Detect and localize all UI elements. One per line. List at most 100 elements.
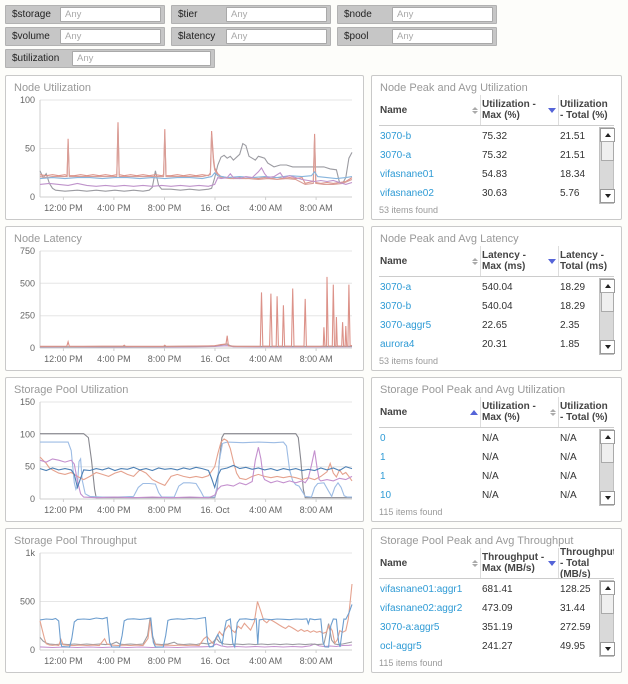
cell-name-link[interactable]: vifasnane01 <box>380 169 434 180</box>
scrollbar[interactable] <box>599 580 615 657</box>
column-header-name[interactable]: Name <box>379 397 481 427</box>
filter-label-pool: $pool <box>344 31 369 42</box>
filter-input-storage[interactable] <box>60 7 161 22</box>
cell-name-link[interactable]: ocl-aggr5 <box>380 641 422 652</box>
column-label: Name <box>380 406 408 418</box>
column-header-name[interactable]: Name <box>379 95 481 125</box>
cell-name-link[interactable]: aurora4 <box>380 339 415 350</box>
scroll-down-button[interactable] <box>600 189 615 203</box>
column-label: Throughput - Max (MB/s) <box>482 552 545 574</box>
cell-value: 21.51 <box>560 150 586 161</box>
cell-value: N/A <box>482 471 499 482</box>
cell-value: N/A <box>560 433 577 444</box>
column-label: Latency - Total (ms) <box>560 250 608 272</box>
scroll-up-button[interactable] <box>600 128 615 142</box>
panel-storage-pool-utilization: Storage Pool Utilization 0 50 100 150 12:00 P… <box>5 377 364 522</box>
chart-title: Node Utilization <box>14 82 92 94</box>
cell-name-link[interactable]: 3070-b <box>380 301 412 312</box>
scroll-down-button[interactable] <box>600 491 615 505</box>
filter-chip-storage: $storage <box>5 5 165 24</box>
cell-name-link[interactable]: vifasnane02:aggr2 <box>380 603 463 614</box>
scroll-down-button[interactable] <box>600 642 615 656</box>
cell-value: 2.35 <box>560 320 580 331</box>
x-tick-label: 8:00 AM <box>300 656 333 666</box>
cell-name-link[interactable]: vifasnane02 <box>380 188 434 199</box>
column-header-latency-max-ms[interactable]: Latency - Max (ms) <box>481 246 559 276</box>
panel-node-latency: Node Latency 0 250 500 750 12:00 PM 4:00 PM 8:0… <box>5 226 364 371</box>
cell-value: N/A <box>482 433 499 444</box>
column-label: Name <box>380 557 408 569</box>
filter-input-node[interactable] <box>392 7 493 22</box>
filter-input-pool[interactable] <box>392 29 493 44</box>
x-tick-label: 16. Oct <box>200 203 230 213</box>
column-header-utilization-total[interactable]: Utilization - Total (%) <box>559 95 614 125</box>
column-header-name[interactable]: Name <box>379 548 481 578</box>
scroll-up-button[interactable] <box>600 581 615 595</box>
column-header-utilization-max[interactable]: Utilization - Max (%) <box>481 397 559 427</box>
y-tick-label: 100 <box>20 95 35 105</box>
cell-name-link[interactable]: 0 <box>380 433 386 444</box>
chart-title: Storage Pool Utilization <box>14 384 129 396</box>
y-tick-label: 250 <box>20 311 35 321</box>
x-tick-label: 4:00 AM <box>249 354 282 364</box>
scrollbar[interactable] <box>599 278 615 355</box>
scrollbar[interactable] <box>599 429 615 506</box>
series-purple-line <box>39 643 353 649</box>
column-header-utilization-total[interactable]: Utilization - Total (%) <box>559 397 614 427</box>
cell-name-link[interactable]: 10 <box>380 490 392 501</box>
cell-value: 681.41 <box>482 584 513 595</box>
panel-node-utilization: Node Utilization 0 50 100 12:00 PM 4:00 PM 8:0… <box>5 75 364 220</box>
filter-label-node: $node <box>344 9 372 20</box>
table-row: aurora4 20.31 1.85 <box>379 335 614 354</box>
cell-value: 31.44 <box>560 603 586 614</box>
cell-name-link[interactable]: vifasnane01:aggr1 <box>380 584 463 595</box>
x-tick-label: 8:00 AM <box>300 354 333 364</box>
scroll-thumb[interactable] <box>601 594 614 614</box>
filter-chip-volume: $volume <box>5 27 165 46</box>
x-tick-label: 16. Oct <box>200 505 230 515</box>
filter-input-volume[interactable] <box>60 29 161 44</box>
cell-name-link[interactable]: 3070-a <box>380 150 412 161</box>
scroll-up-button[interactable] <box>600 430 615 444</box>
series-gray-line <box>39 617 353 646</box>
scroll-thumb[interactable] <box>601 292 614 312</box>
series-blue-line <box>39 170 353 180</box>
scrollbar[interactable] <box>599 127 615 204</box>
sort-down-arrow-icon <box>472 261 478 265</box>
column-header-throughput-max-mb-s[interactable]: Throughput - Max (MB/s) <box>481 548 559 578</box>
chart-title: Node Latency <box>14 233 82 245</box>
node-utilization-chart: 0 50 100 12:00 PM 4:00 PM 8:00 PM 16. Oct 4:00 … <box>20 95 353 213</box>
filter-label-tier: $tier <box>178 9 198 20</box>
cell-name-link[interactable]: 3070-b <box>380 131 412 142</box>
scroll-down-button[interactable] <box>600 340 615 354</box>
cell-value: 540.04 <box>482 301 513 312</box>
filter-input-tier[interactable] <box>226 7 327 22</box>
filter-input-latency[interactable] <box>226 29 327 44</box>
cell-name-link[interactable]: 1 <box>380 452 386 463</box>
x-tick-label: 8:00 PM <box>148 505 182 515</box>
column-header-latency-total-ms[interactable]: Latency - Total (ms) <box>559 246 614 276</box>
x-tick-label: 4:00 PM <box>97 656 131 666</box>
column-header-name[interactable]: Name <box>379 246 481 276</box>
x-tick-label: 16. Oct <box>200 354 230 364</box>
up-arrow-icon <box>604 435 611 439</box>
scroll-thumb[interactable] <box>601 443 614 463</box>
cell-name-link[interactable]: 3070-a <box>380 282 412 293</box>
filter-input-utilization[interactable] <box>72 51 211 66</box>
sort-up-arrow-icon <box>472 559 478 563</box>
table-body: 0 N/A N/A 1 N/A N/A 1 N/A N/A 10 N/A N/A <box>379 429 615 506</box>
cell-name-link[interactable]: 3070-aggr5 <box>380 320 432 331</box>
scroll-thumb[interactable] <box>601 141 614 161</box>
cell-value: 1.85 <box>560 339 580 350</box>
sort-desc-icon <box>548 560 556 566</box>
filter-label-latency: $latency <box>178 31 216 42</box>
cell-name-link[interactable]: 3070-a:aggr5 <box>380 622 440 633</box>
cell-value: 540.04 <box>482 282 513 293</box>
dashboard-row-2: Node Latency 0 250 500 750 12:00 PM 4:00 PM 8:0… <box>5 226 623 371</box>
panel-storage-pool-peak-and-avg-throughput: Storage Pool Peak and Avg Throughput Name… <box>371 528 622 673</box>
column-header-throughput-total-mb-s[interactable]: Throughput - Total (MB/s) <box>559 548 614 578</box>
table-row: 3070-a 540.04 18.29 <box>379 278 614 297</box>
column-header-utilization-max[interactable]: Utilization - Max (%) <box>481 95 559 125</box>
cell-name-link[interactable]: 1 <box>380 471 386 482</box>
scroll-up-button[interactable] <box>600 279 615 293</box>
